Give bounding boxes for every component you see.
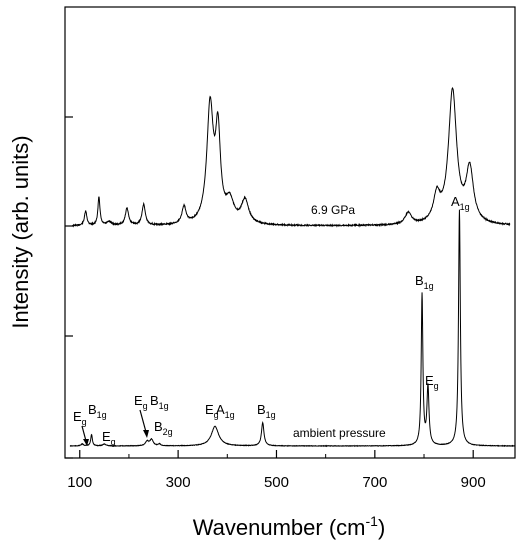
- peak-label-6-symbol: E: [205, 402, 214, 417]
- peak-label-5: B2g: [154, 419, 173, 437]
- peak-label-9: B1g: [415, 273, 434, 291]
- x-tick-label-300: 300: [166, 474, 191, 491]
- peak-label-7-symbol: A: [216, 402, 225, 417]
- peak-label-2: Eg: [102, 429, 116, 447]
- peak-label-4: B1g: [150, 393, 169, 411]
- peak-label-0: Eg: [73, 409, 87, 427]
- x-tick-label-100: 100: [67, 474, 92, 491]
- peak-label-2-symbol: E: [102, 429, 111, 444]
- peak-label-8: B1g: [257, 402, 276, 420]
- peak-label-3-symbol: E: [134, 393, 143, 408]
- peak-label-4-subscript: 1g: [159, 401, 169, 411]
- peak-label-3: Eg: [134, 393, 148, 411]
- y-axis-label: Intensity (arb. units): [8, 135, 33, 328]
- peak-label-7-subscript: 1g: [225, 410, 235, 420]
- x-axis-label-sup: -1: [366, 513, 379, 529]
- arrow-eg-237: [139, 409, 147, 433]
- peak-label-11-subscript: 1g: [460, 202, 470, 212]
- peak-label-9-symbol: B: [415, 273, 424, 288]
- peak-label-10-subscript: g: [434, 381, 439, 391]
- peak-label-4-symbol: B: [150, 393, 159, 408]
- series-label-ambient: ambient pressure: [293, 426, 386, 440]
- x-tick-labels: 100 300 500 700 900: [67, 474, 485, 491]
- peak-label-5-subscript: 2g: [163, 427, 173, 437]
- peak-label-6-subscript: g: [214, 410, 219, 420]
- peak-label-11-symbol: A: [451, 194, 460, 209]
- x-axis-label-end: ): [378, 515, 385, 540]
- arrow-eg-105-head: [83, 439, 89, 446]
- peak-label-3-subscript: g: [143, 401, 148, 411]
- peak-label-1-subscript: 1g: [97, 410, 107, 420]
- peak-label-8-subscript: 1g: [266, 410, 276, 420]
- peak-label-1: B1g: [88, 402, 107, 420]
- arrow-eg-237-head: [143, 430, 149, 438]
- peak-label-9-subscript: 1g: [424, 281, 434, 291]
- x-tick-label-900: 900: [461, 474, 486, 491]
- plot-frame: [64, 6, 516, 459]
- peak-label-8-symbol: B: [257, 402, 266, 417]
- x-axis-label-main: Wavenumber (cm: [193, 515, 366, 540]
- peak-label-0-subscript: g: [82, 417, 87, 427]
- peak-label-6: Eg: [205, 402, 219, 420]
- peak-label-2-subscript: g: [111, 437, 116, 447]
- x-tick-label-700: 700: [362, 474, 387, 491]
- peak-label-10: Eg: [425, 373, 439, 391]
- peak-label-7: A1g: [216, 402, 235, 420]
- series-line-ambient: [69, 209, 516, 448]
- axis-ticks: [65, 116, 474, 459]
- x-axis-label: Wavenumber (cm-1): [193, 513, 386, 540]
- series-layer: [69, 86, 516, 448]
- x-tick-label-500: 500: [264, 474, 289, 491]
- peak-label-0-symbol: E: [73, 409, 82, 424]
- peak-label-11: A1g: [451, 194, 470, 212]
- peak-label-5-symbol: B: [154, 419, 163, 434]
- peak-label-1-symbol: B: [88, 402, 97, 417]
- series-line-high-pressure: [72, 86, 511, 228]
- arrow-eg-105: [81, 425, 87, 442]
- series-label-high-pressure: 6.9 GPa: [311, 203, 355, 217]
- peak-label-10-symbol: E: [425, 373, 434, 388]
